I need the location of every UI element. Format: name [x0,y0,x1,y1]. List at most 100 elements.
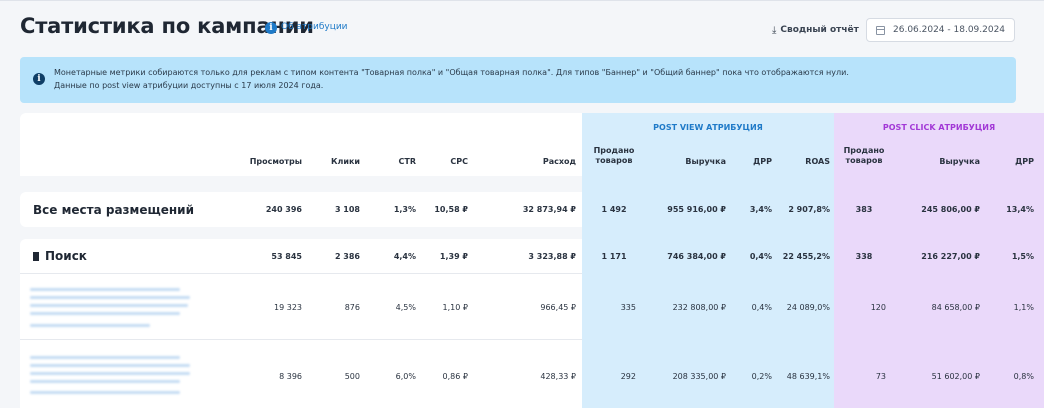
cell-ctr: 6,0% [395,372,416,381]
cell-ctr: 4,4% [393,252,416,261]
cell-pc-revenue: 245 806,00 ₽ [921,205,980,214]
cell-pv-revenue: 955 916,00 ₽ [667,205,726,214]
post-click-column-group [834,113,1044,408]
cell-pv-drr: 0,2% [751,372,772,381]
info-icon[interactable]: i [265,22,277,34]
table-header-band [20,113,582,176]
row-divider [20,273,582,274]
cell-pv-sold: 335 [620,303,636,312]
post-view-column-group [582,113,834,408]
col-pv-sold-line-1: Продано [593,146,635,155]
col-pv-sold[interactable]: Продано товаров [588,146,640,166]
cell-pv-drr: 0,4% [751,303,772,312]
blurred-label [30,296,190,299]
col-pc-sold-line-1: Продано [843,146,885,155]
cell-cpc: 10,58 ₽ [434,205,468,214]
row-band [20,239,582,273]
cell-pv-revenue: 208 335,00 ₽ [672,372,726,381]
cell-pc-drr: 0,8% [1013,372,1034,381]
table-row-total[interactable]: Все места размещений 240 396 3 108 1,3% … [20,192,1044,227]
cell-pv-roas: 2 907,8% [788,205,830,214]
campaign-stats-table: POST VIEW АТРИБУЦИЯ POST CLICK АТРИБУЦИЯ… [20,113,1044,408]
cell-pv-revenue: 232 808,00 ₽ [672,303,726,312]
cell-clicks: 2 386 [334,252,360,261]
cell-cpc: 1,39 ₽ [439,252,468,261]
cell-pc-sold: 338 [855,252,873,261]
cell-pv-roas: 48 639,1% [786,372,830,381]
cell-pv-roas: 22 455,2% [782,252,830,261]
col-cpc[interactable]: CPC [450,157,468,166]
blurred-label [30,288,180,291]
col-pv-roas[interactable]: ROAS [805,157,830,166]
cell-pv-sold: 1 171 [601,252,627,261]
row-label: Все места размещений [33,203,194,217]
info-notice: i Монетарные метрики собираются только д… [20,57,1016,103]
cell-pv-revenue: 746 384,00 ₽ [667,252,726,261]
table-row-search[interactable]: Поиск 53 845 2 386 4,4% 1,39 ₽ 3 323,88 … [20,239,1044,273]
cell-pv-sold: 1 492 [601,205,627,214]
blurred-label [30,380,180,383]
info-icon: i [33,73,45,85]
cell-pc-revenue: 216 227,00 ₽ [921,252,980,261]
cell-pc-sold: 120 [870,303,886,312]
page-title: Статистика по кампании [20,14,314,38]
col-pc-sold[interactable]: Продано товаров [838,146,890,166]
col-pv-sold-line-2: товаров [595,156,633,165]
cell-views: 19 323 [274,303,302,312]
top-divider [0,0,1044,1]
col-spend[interactable]: Расход [542,157,576,166]
blurred-label [30,304,188,307]
cell-pv-drr: 0,4% [749,252,772,261]
cell-spend: 32 873,94 ₽ [522,205,576,214]
cell-views: 8 396 [279,372,302,381]
col-clicks[interactable]: Клики [330,157,360,166]
blurred-label [30,324,150,327]
cell-spend: 966,45 ₽ [540,303,576,312]
row-band [20,192,582,227]
col-pv-revenue[interactable]: Выручка [685,157,726,166]
cell-ctr: 4,5% [395,303,416,312]
blurred-label [30,312,180,315]
date-range-value: 26.06.2024 - 18.09.2024 [893,25,1006,35]
cell-clicks: 500 [344,372,360,381]
cell-spend: 3 323,88 ₽ [528,252,576,261]
col-pv-drr[interactable]: ДРР [753,157,772,166]
cell-pv-roas: 24 089,0% [786,303,830,312]
table-row-placement[interactable]: 19 323 876 4,5% 1,10 ₽ 966,45 ₽ 335 232 … [20,273,1044,339]
row-divider [20,339,582,340]
bookmark-icon [33,252,39,261]
notice-text-line-1: Монетарные метрики собираются только для… [54,68,849,77]
col-pc-sold-line-2: товаров [845,156,883,165]
attribution-link[interactable]: Об атрибуции [281,22,348,32]
cell-cpc: 0,86 ₽ [442,372,468,381]
cell-pv-sold: 292 [620,372,636,381]
table-header-row: Просмотры Клики CTR CPC Расход Продано т… [20,143,1044,173]
summary-report-label: Сводный отчёт [780,25,859,35]
cell-pc-drr: 13,4% [1006,205,1034,214]
blurred-label [30,391,180,394]
date-range-picker[interactable]: 26.06.2024 - 18.09.2024 [866,18,1015,42]
calendar-icon [876,25,885,35]
cell-views: 53 845 [271,252,302,261]
cell-pc-drr: 1,5% [1011,252,1034,261]
col-views[interactable]: Просмотры [249,157,302,166]
table-row-placement[interactable]: 8 396 500 6,0% 0,86 ₽ 428,33 ₽ 292 208 3… [20,339,1044,408]
blurred-label [30,372,190,375]
cell-pv-drr: 3,4% [749,205,772,214]
summary-report-button[interactable]: ⤓ Сводный отчёт [764,19,867,41]
download-icon: ⤓ [772,24,777,36]
col-pc-drr[interactable]: ДРР [1015,157,1034,166]
col-pc-revenue[interactable]: Выручка [939,157,980,166]
cell-pc-revenue: 51 602,00 ₽ [931,372,980,381]
notice-text-line-2: Данные по post view атрибуции доступны с… [54,81,324,90]
row-label: Поиск [33,249,87,263]
post-view-group-title: POST VIEW АТРИБУЦИЯ [653,123,763,132]
post-click-group-title: POST CLICK АТРИБУЦИЯ [882,123,996,132]
cell-views: 240 396 [265,205,302,214]
cell-cpc: 1,10 ₽ [442,303,468,312]
blurred-label [30,356,180,359]
blurred-label [30,364,190,367]
cell-spend: 428,33 ₽ [540,372,576,381]
col-ctr[interactable]: CTR [398,157,417,166]
cell-pc-drr: 1,1% [1013,303,1034,312]
